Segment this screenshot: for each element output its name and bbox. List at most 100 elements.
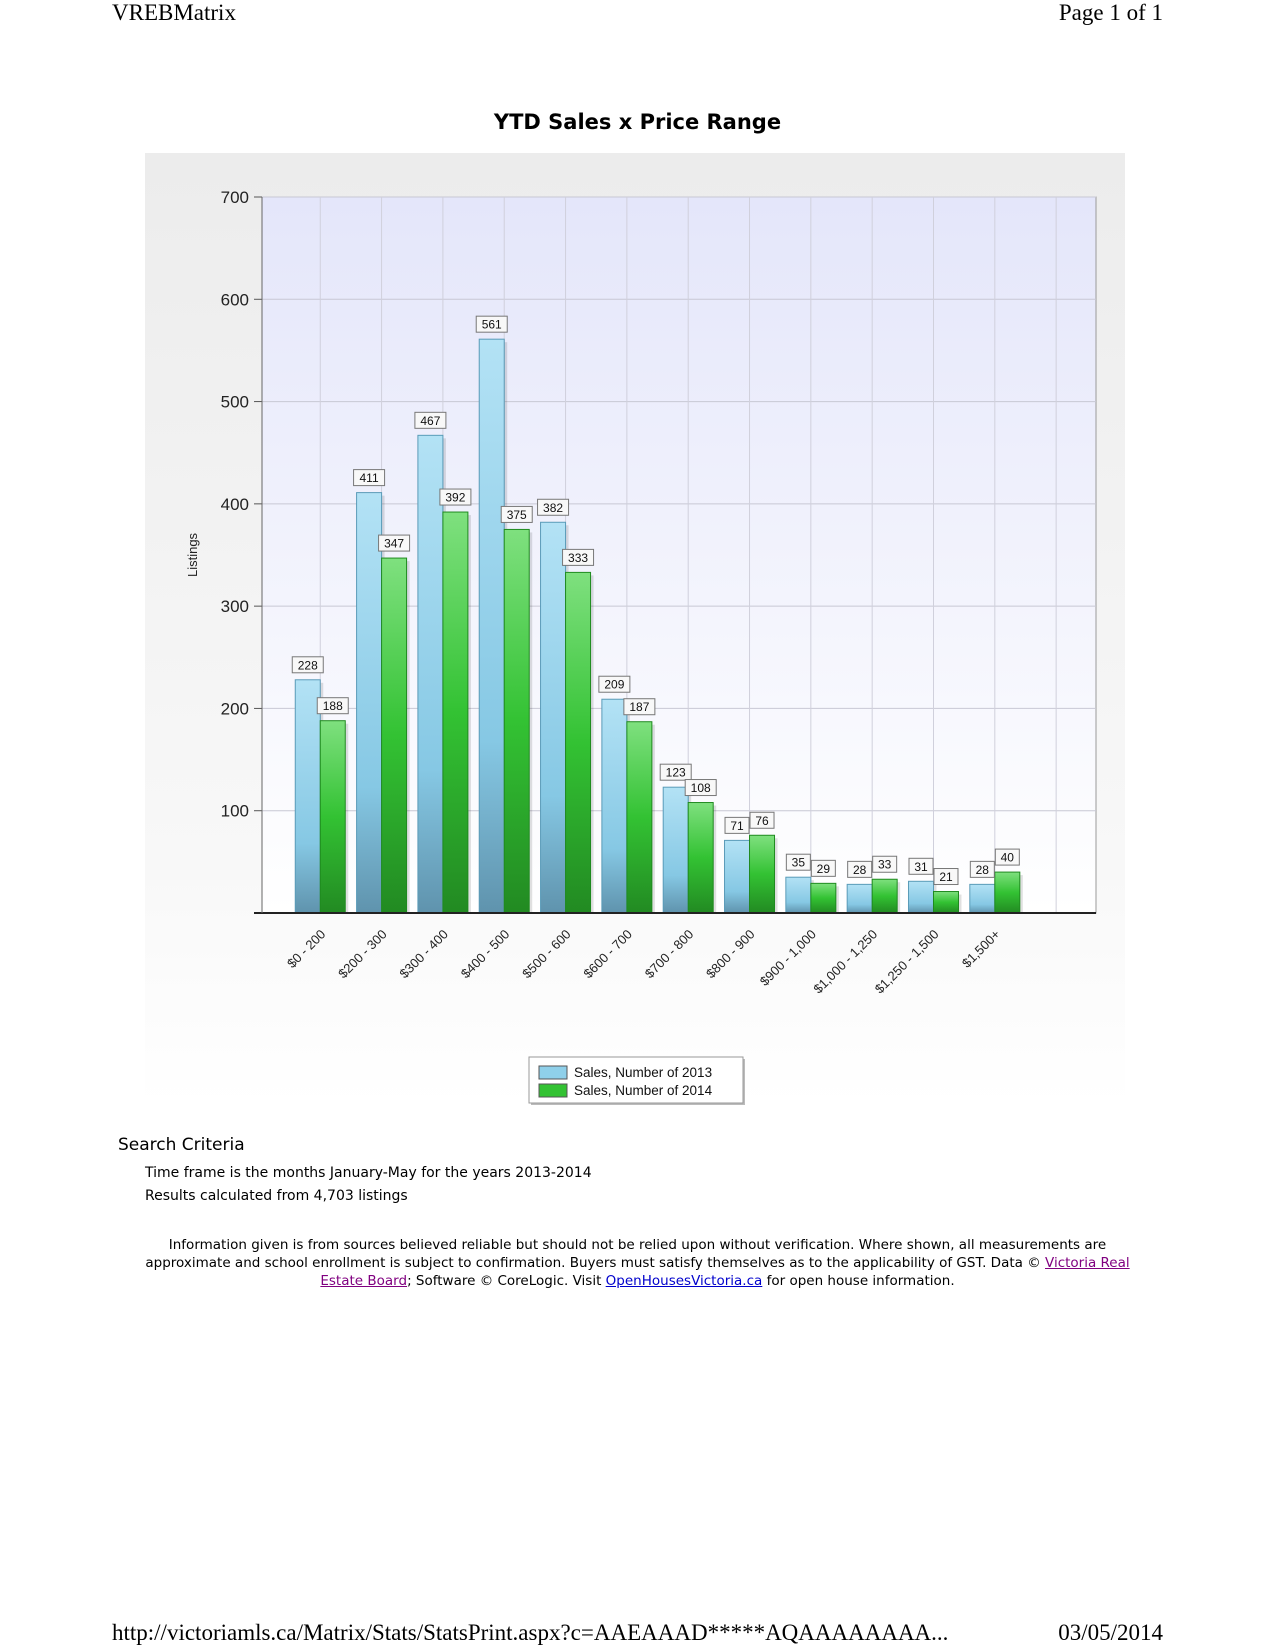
bar-2014 xyxy=(871,878,898,914)
data-label: 40 xyxy=(1001,851,1015,865)
data-label: 467 xyxy=(420,414,440,428)
disclaimer: Information given is from sources believ… xyxy=(125,1236,1150,1290)
data-label-box xyxy=(908,857,934,875)
bar-2013 xyxy=(724,839,751,914)
print-footer-date: 03/05/2014 xyxy=(1058,1620,1163,1645)
bar-2013 xyxy=(785,876,812,914)
data-label: 29 xyxy=(817,862,831,876)
data-label: 561 xyxy=(482,318,502,332)
bar-2013 xyxy=(662,786,689,914)
data-label-box xyxy=(439,488,472,506)
openhousesvictoria-link[interactable]: OpenHousesVictoria.ca xyxy=(605,1273,763,1289)
y-tick-label: 200 xyxy=(221,699,249,718)
bar-2014 xyxy=(994,871,1021,914)
bar-2013 xyxy=(969,883,996,914)
data-label-box xyxy=(684,779,717,797)
print-header-page: Page 1 of 1 xyxy=(1058,0,1163,25)
victoria-real-estate-board-link[interactable]: Victoria Real Estate Board xyxy=(320,1255,1130,1289)
data-label: 187 xyxy=(629,700,649,714)
bar-2013 xyxy=(540,521,567,914)
disclaimer-text-2: ; Software © CoreLogic. Visit xyxy=(407,1273,606,1289)
data-label: 28 xyxy=(853,863,867,877)
legend-label: Sales, Number of 2014 xyxy=(574,1083,713,1098)
data-label: 21 xyxy=(939,870,953,884)
disclaimer-text-3: for open house information. xyxy=(762,1273,955,1289)
data-label: 33 xyxy=(878,858,892,872)
print-footer-url: http://victoriamls.ca/Matrix/Stats/Stats… xyxy=(112,1620,949,1645)
bar-2013 xyxy=(356,492,383,914)
data-label: 382 xyxy=(543,501,563,515)
bar-2014 xyxy=(319,720,346,914)
data-label: 123 xyxy=(666,766,686,780)
data-label-box xyxy=(378,534,411,552)
data-label-box xyxy=(785,853,811,871)
y-tick-label: 400 xyxy=(221,495,249,514)
data-label-box xyxy=(414,411,447,429)
y-tick-label: 700 xyxy=(221,188,249,207)
bar-2014 xyxy=(626,721,653,914)
legend-swatch-2014 xyxy=(538,1083,568,1098)
y-tick-label: 300 xyxy=(221,597,249,616)
print-header: VREBMatrix Page 1 of 1 xyxy=(112,0,1163,30)
print-header-site: VREBMatrix xyxy=(112,0,236,25)
data-label: 35 xyxy=(792,856,806,870)
disclaimer-text-1: Information given is from sources believ… xyxy=(145,1237,1107,1271)
data-label: 209 xyxy=(604,678,624,692)
bar-2013 xyxy=(478,338,505,914)
legend-label: Sales, Number of 2013 xyxy=(574,1065,712,1080)
data-label-box xyxy=(562,548,595,566)
print-footer: http://victoriamls.ca/Matrix/Stats/Stats… xyxy=(112,1620,1163,1650)
bar-2014 xyxy=(503,528,530,914)
data-label-box xyxy=(500,505,533,523)
data-label: 347 xyxy=(384,537,404,551)
data-label-box xyxy=(537,498,570,516)
y-axis-title: Listings xyxy=(185,532,200,577)
data-label-box xyxy=(353,469,386,487)
bar-2013 xyxy=(907,880,934,914)
data-label-box xyxy=(724,816,750,834)
data-label: 375 xyxy=(507,508,527,522)
data-label-box xyxy=(872,855,898,873)
data-label: 188 xyxy=(323,699,343,713)
bar-2014 xyxy=(687,802,714,914)
y-tick-label: 600 xyxy=(221,290,249,309)
chart-title: YTD Sales x Price Range xyxy=(493,110,782,134)
data-label-box xyxy=(847,860,873,878)
data-label: 392 xyxy=(445,491,465,505)
data-label: 31 xyxy=(914,860,928,874)
bar-2013 xyxy=(294,679,321,914)
data-label: 108 xyxy=(691,781,711,795)
data-label: 333 xyxy=(568,551,588,565)
y-tick-label: 500 xyxy=(221,393,249,412)
data-label: 28 xyxy=(976,863,990,877)
data-label-box xyxy=(969,860,995,878)
data-label-box xyxy=(623,698,656,716)
data-label: 228 xyxy=(298,658,318,672)
bar-2014 xyxy=(749,834,776,914)
data-label-box xyxy=(291,656,324,674)
bar-2014 xyxy=(442,511,469,914)
y-tick-label: 100 xyxy=(221,802,249,821)
bar-2014 xyxy=(381,557,408,914)
search-criteria-timeframe: Time frame is the months January-May for… xyxy=(145,1165,592,1181)
bar-2013 xyxy=(846,883,873,914)
data-label-box xyxy=(475,315,508,333)
data-label-box xyxy=(598,675,631,693)
data-label-box xyxy=(316,697,349,715)
search-criteria-heading: Search Criteria xyxy=(118,1135,245,1155)
legend-swatch-2013 xyxy=(538,1065,568,1080)
data-label-box xyxy=(810,859,836,877)
data-label-box xyxy=(933,868,959,886)
bar-2014 xyxy=(932,891,959,914)
data-label: 411 xyxy=(360,471,379,485)
data-label: 76 xyxy=(755,814,769,828)
data-label-box xyxy=(749,811,775,829)
data-label: 71 xyxy=(730,819,744,833)
data-label-box xyxy=(994,848,1020,866)
data-label-box xyxy=(659,763,692,781)
bar-2014 xyxy=(810,882,837,914)
search-criteria-results: Results calculated from 4,703 listings xyxy=(145,1188,408,1204)
bar-2013 xyxy=(417,434,444,914)
bar-2013 xyxy=(601,698,628,914)
